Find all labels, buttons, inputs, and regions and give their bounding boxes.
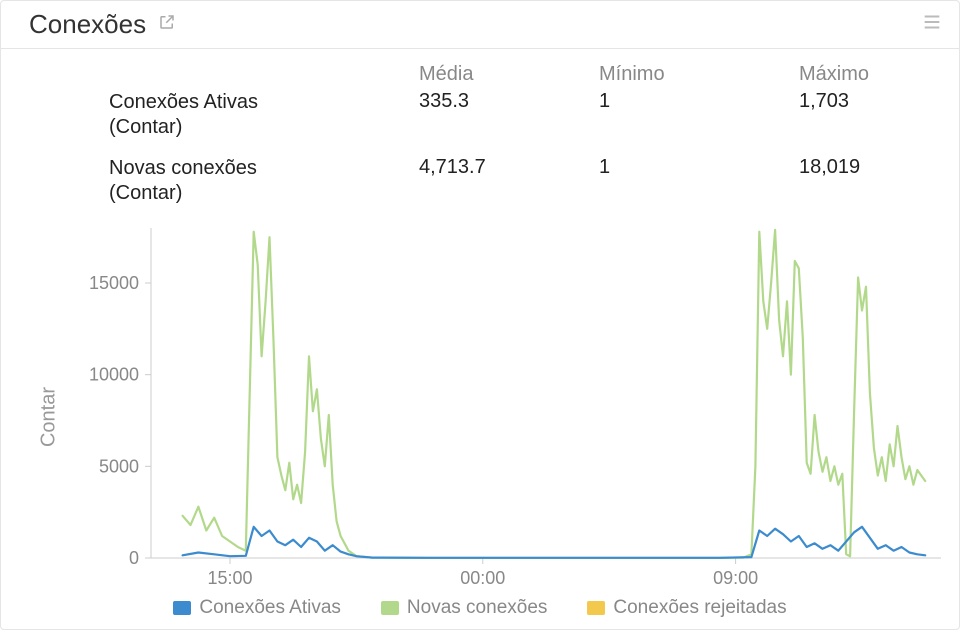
- legend-swatch: [587, 601, 605, 615]
- panel-title-wrap: Conexões: [29, 9, 176, 40]
- svg-text:5000: 5000: [99, 456, 139, 476]
- legend-item[interactable]: Novas conexões: [381, 597, 547, 619]
- row-label-line2: (Contar): [109, 181, 419, 206]
- svg-text:00:00: 00:00: [460, 568, 505, 588]
- col-header-max: Máximo: [799, 63, 960, 90]
- panel-title: Conexões: [29, 9, 146, 40]
- legend-label: Conexões Ativas: [199, 597, 341, 619]
- chart-legend: Conexões Ativas Novas conexões Conexões …: [1, 591, 959, 629]
- legend-item[interactable]: Conexões rejeitadas: [587, 597, 786, 619]
- col-header-min: Mínimo: [599, 63, 799, 90]
- line-chart: 0 5000 10000 15000 15:00 00:00 09:00: [21, 228, 941, 588]
- stats-table: Média Mínimo Máximo Conexões Ativas (Con…: [1, 49, 959, 228]
- svg-text:09:00: 09:00: [713, 568, 758, 588]
- stats-row: Novas conexões (Contar) 4,713.7 1 18,019: [1, 156, 959, 206]
- row-label-line1: Conexões Ativas: [109, 90, 419, 115]
- connections-panel: Conexões Média Mínimo Máximo Conexões At…: [0, 0, 960, 630]
- stat-avg: 4,713.7: [419, 156, 599, 206]
- legend-label: Conexões rejeitadas: [613, 597, 786, 619]
- legend-label: Novas conexões: [407, 597, 547, 619]
- stat-max: 1,703: [799, 90, 960, 140]
- y-axis-label: Contar: [38, 387, 61, 447]
- stat-max: 18,019: [799, 156, 960, 206]
- legend-item[interactable]: Conexões Ativas: [173, 597, 341, 619]
- chart-area: Contar 0 5000 10000 15000 15:00 00:00 09:00: [1, 228, 959, 591]
- stats-header-row: Média Mínimo Máximo: [1, 63, 959, 90]
- svg-text:0: 0: [129, 548, 139, 568]
- svg-text:15000: 15000: [89, 273, 139, 293]
- svg-text:15:00: 15:00: [207, 568, 252, 588]
- popout-icon[interactable]: [158, 13, 176, 36]
- panel-header: Conexões: [1, 1, 959, 49]
- legend-swatch: [381, 601, 399, 615]
- svg-text:10000: 10000: [89, 365, 139, 385]
- row-label: Conexões Ativas (Contar): [109, 90, 419, 140]
- col-header-avg: Média: [419, 63, 599, 90]
- stat-avg: 335.3: [419, 90, 599, 140]
- legend-swatch: [173, 601, 191, 615]
- row-label-line2: (Contar): [109, 115, 419, 140]
- stat-min: 1: [599, 156, 799, 206]
- row-label: Novas conexões (Contar): [109, 156, 419, 206]
- stat-min: 1: [599, 90, 799, 140]
- hamburger-icon[interactable]: [921, 11, 943, 38]
- row-label-line1: Novas conexões: [109, 156, 419, 181]
- stats-row: Conexões Ativas (Contar) 335.3 1 1,703: [1, 90, 959, 140]
